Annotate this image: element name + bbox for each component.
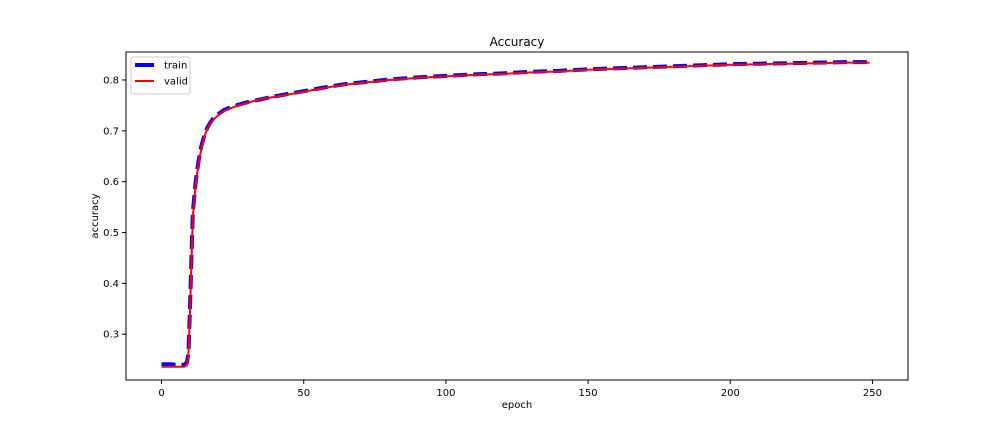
x-tick-label: 50	[297, 388, 310, 399]
x-axis-label: epoch	[502, 400, 532, 411]
legend-train-label: train	[164, 61, 187, 72]
legend-valid-label: valid	[164, 77, 188, 88]
x-tick-label: 100	[436, 388, 455, 399]
chart-title: Accuracy	[490, 35, 545, 49]
plot-lines	[161, 60, 870, 368]
x-tick-label: 150	[579, 388, 598, 399]
y-tick-label: 0.8	[103, 75, 119, 86]
y-tick-label: 0.4	[103, 279, 119, 290]
plot-frame	[125, 51, 909, 381]
series-line-valid	[161, 61, 870, 368]
y-tick-label: 0.3	[103, 330, 119, 341]
legend: train valid	[130, 56, 191, 95]
series-line-train	[161, 60, 870, 367]
y-tick-label: 0.7	[103, 126, 119, 137]
y-tick-label: 0.6	[103, 177, 119, 188]
x-tick-label: 0	[158, 388, 164, 399]
y-axis-ticks: 0.3 0.4 0.5 0.6 0.7 0.8	[103, 75, 126, 341]
x-axis-ticks: 0 50 100 150 200 250	[158, 380, 882, 399]
y-tick-label: 0.5	[103, 228, 119, 239]
y-axis-label: accuracy	[90, 193, 101, 238]
x-tick-label: 200	[721, 388, 740, 399]
x-tick-label: 250	[863, 388, 882, 399]
